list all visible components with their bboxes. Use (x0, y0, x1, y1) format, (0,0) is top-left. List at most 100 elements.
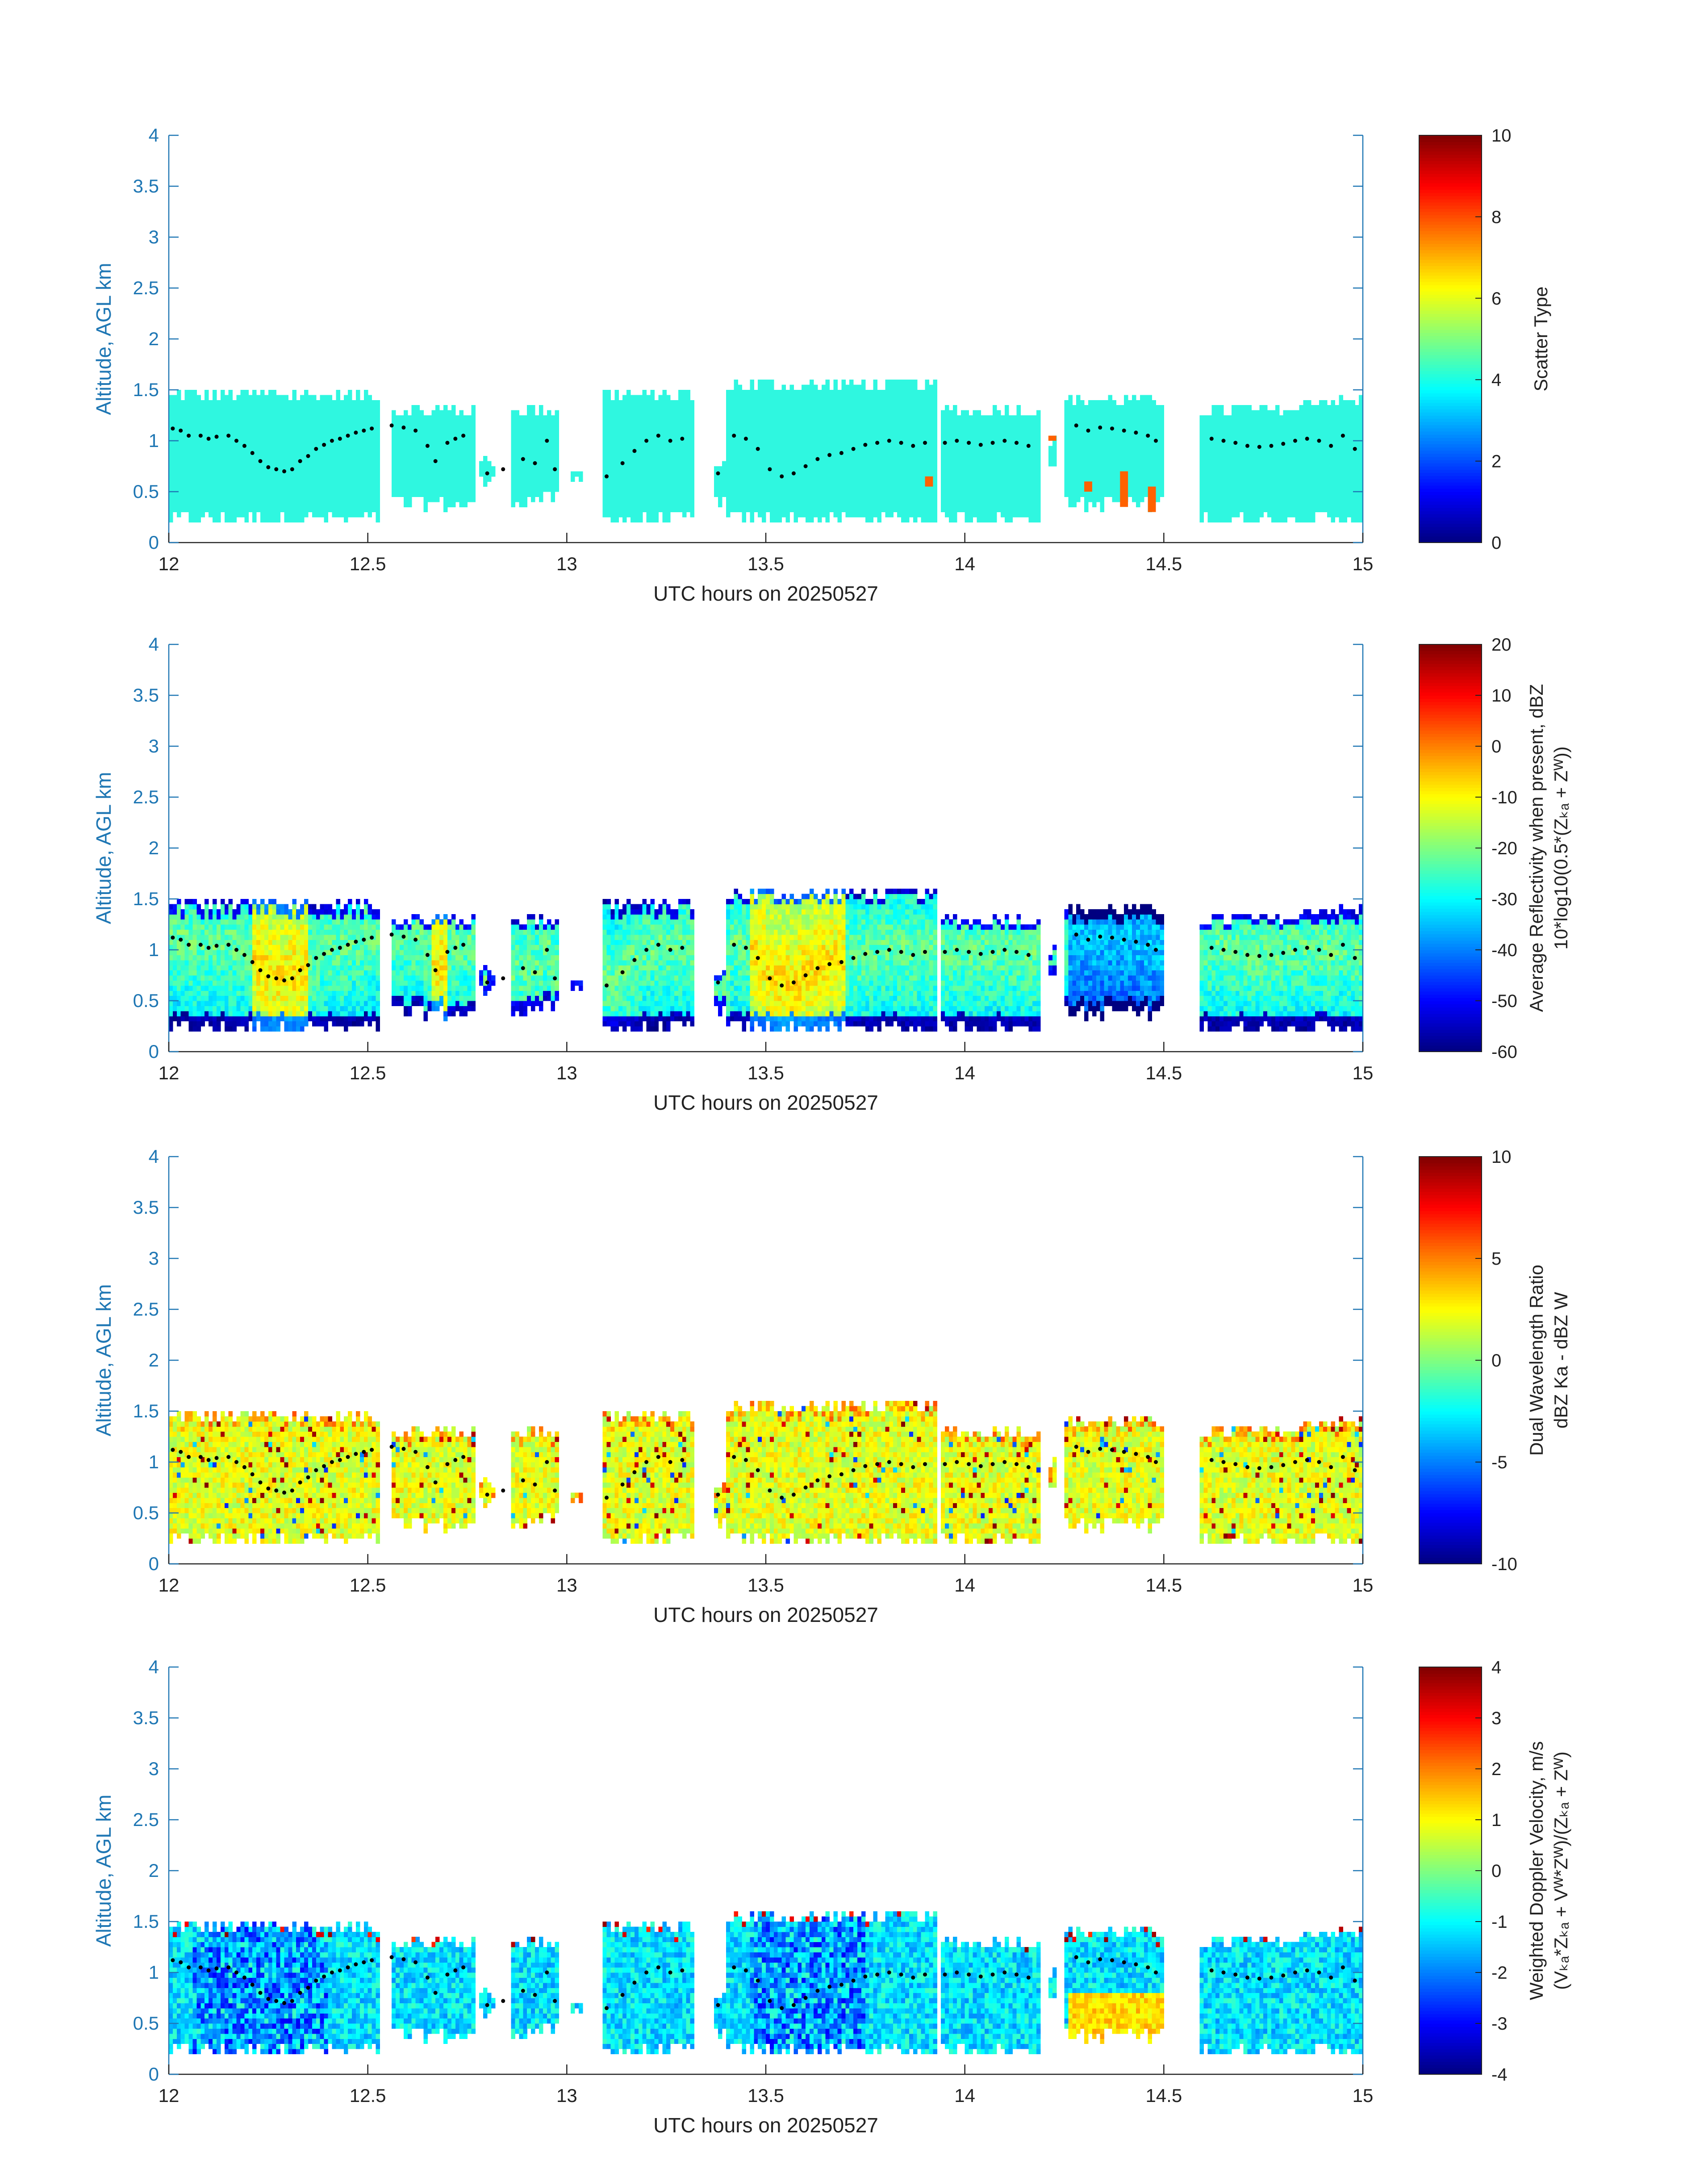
heatmap-cell (853, 405, 858, 410)
heatmap-cell (288, 410, 292, 416)
heatmap-cell (674, 497, 679, 502)
heatmap-cell (177, 497, 181, 502)
heatmap-cell (316, 502, 321, 507)
heatmap-cell (364, 390, 368, 395)
heatmap-cell (316, 420, 321, 426)
heatmap-cell (941, 456, 945, 461)
heatmap-cell (837, 446, 842, 451)
heatmap-cell (933, 395, 937, 400)
heatmap-cell (420, 441, 424, 446)
heatmap-cell (853, 471, 858, 476)
heatmap-cell (205, 471, 209, 476)
heatmap-cell (304, 415, 309, 421)
heatmap-cell (845, 430, 850, 436)
heatmap-cell (901, 420, 906, 426)
heatmap-cell (527, 476, 531, 482)
heatmap-cell (618, 405, 623, 410)
heatmap-cell (925, 405, 930, 410)
heatmap-cell (296, 436, 301, 441)
heatmap-cell (897, 380, 902, 385)
heatmap-cell (806, 385, 810, 390)
heatmap-cell (1140, 400, 1144, 405)
heatmap-cell (798, 471, 802, 476)
heatmap-cell (734, 481, 739, 487)
heatmap-cell (885, 385, 889, 390)
heatmap-cell (746, 441, 750, 446)
heatmap-cell (420, 456, 424, 461)
heatmap-cell (857, 420, 862, 426)
heatmap-cell (1001, 476, 1005, 482)
heatmap-cell (555, 446, 560, 451)
heatmap-cell (901, 385, 906, 390)
heatmap-cell (404, 461, 408, 467)
heatmap-cell (515, 492, 520, 497)
heatmap-cell (985, 512, 989, 518)
heatmap-cell (603, 456, 607, 461)
heatmap-cell (328, 481, 333, 487)
heatmap-cell (981, 487, 985, 492)
heatmap-cell (953, 430, 957, 436)
heatmap-cell (997, 492, 1001, 497)
heatmap-cell (897, 436, 902, 441)
heatmap-cell (1032, 471, 1037, 476)
heatmap-cell (965, 436, 969, 441)
heatmap-cell (256, 481, 261, 487)
heatmap-cell (1028, 512, 1033, 518)
heatmap-cell (622, 436, 627, 441)
heatmap-cell (770, 451, 774, 456)
heatmap-cell (1128, 492, 1132, 497)
heatmap-cell (300, 420, 305, 426)
heatmap-cell (372, 476, 376, 482)
heatmap-cell (961, 487, 965, 492)
heatmap-cell (845, 507, 850, 512)
heatmap-cell (260, 441, 265, 446)
heatmap-cell (189, 512, 193, 518)
heatmap-cell (953, 492, 957, 497)
heatmap-cell (173, 410, 177, 416)
heatmap-cell (344, 451, 348, 456)
heatmap-cell (320, 507, 325, 512)
heatmap-cell (468, 492, 472, 497)
heatmap-cell (889, 446, 894, 451)
heatmap-cell (173, 466, 177, 472)
heatmap-cell (196, 502, 201, 507)
heatmap-cell (431, 466, 436, 472)
heatmap-cell (766, 410, 770, 416)
heatmap-cell (917, 410, 922, 416)
heatmap-cell (643, 415, 647, 421)
heatmap-cell (877, 466, 882, 472)
heatmap-cell (1136, 420, 1140, 426)
heatmap-cell (686, 405, 691, 410)
heatmap-cell (981, 512, 985, 518)
heatmap-cell (647, 481, 651, 487)
heatmap-cell (965, 415, 969, 421)
heatmap-cell (766, 487, 770, 492)
heatmap-cell (682, 456, 687, 461)
heatmap-cell (205, 441, 209, 446)
heatmap-cell (400, 451, 404, 456)
heatmap-cell (324, 395, 329, 400)
heatmap-cell (969, 456, 973, 461)
heatmap-cell (639, 400, 643, 405)
heatmap-cell (256, 441, 261, 446)
heatmap-cell (814, 492, 818, 497)
heatmap-cell (196, 512, 201, 518)
heatmap-cell (1200, 426, 1204, 431)
heatmap-cell (849, 497, 854, 502)
heatmap-cell (885, 446, 889, 451)
heatmap-cell (551, 481, 555, 487)
heatmap-cell (244, 395, 249, 400)
heatmap-cell (837, 410, 842, 416)
heatmap-cell (344, 441, 348, 446)
heatmap-cell (213, 415, 217, 421)
heatmap-cell (324, 410, 329, 416)
heatmap-cell (881, 426, 886, 431)
heatmap-cell (635, 461, 639, 467)
heatmap-cell (193, 451, 197, 456)
heatmap-cell (527, 410, 531, 416)
heatmap-cell (957, 451, 961, 456)
heatmap-cell (427, 466, 432, 472)
heatmap-cell (205, 410, 209, 416)
heatmap-cell (682, 390, 687, 395)
heatmap-cell (256, 487, 261, 492)
